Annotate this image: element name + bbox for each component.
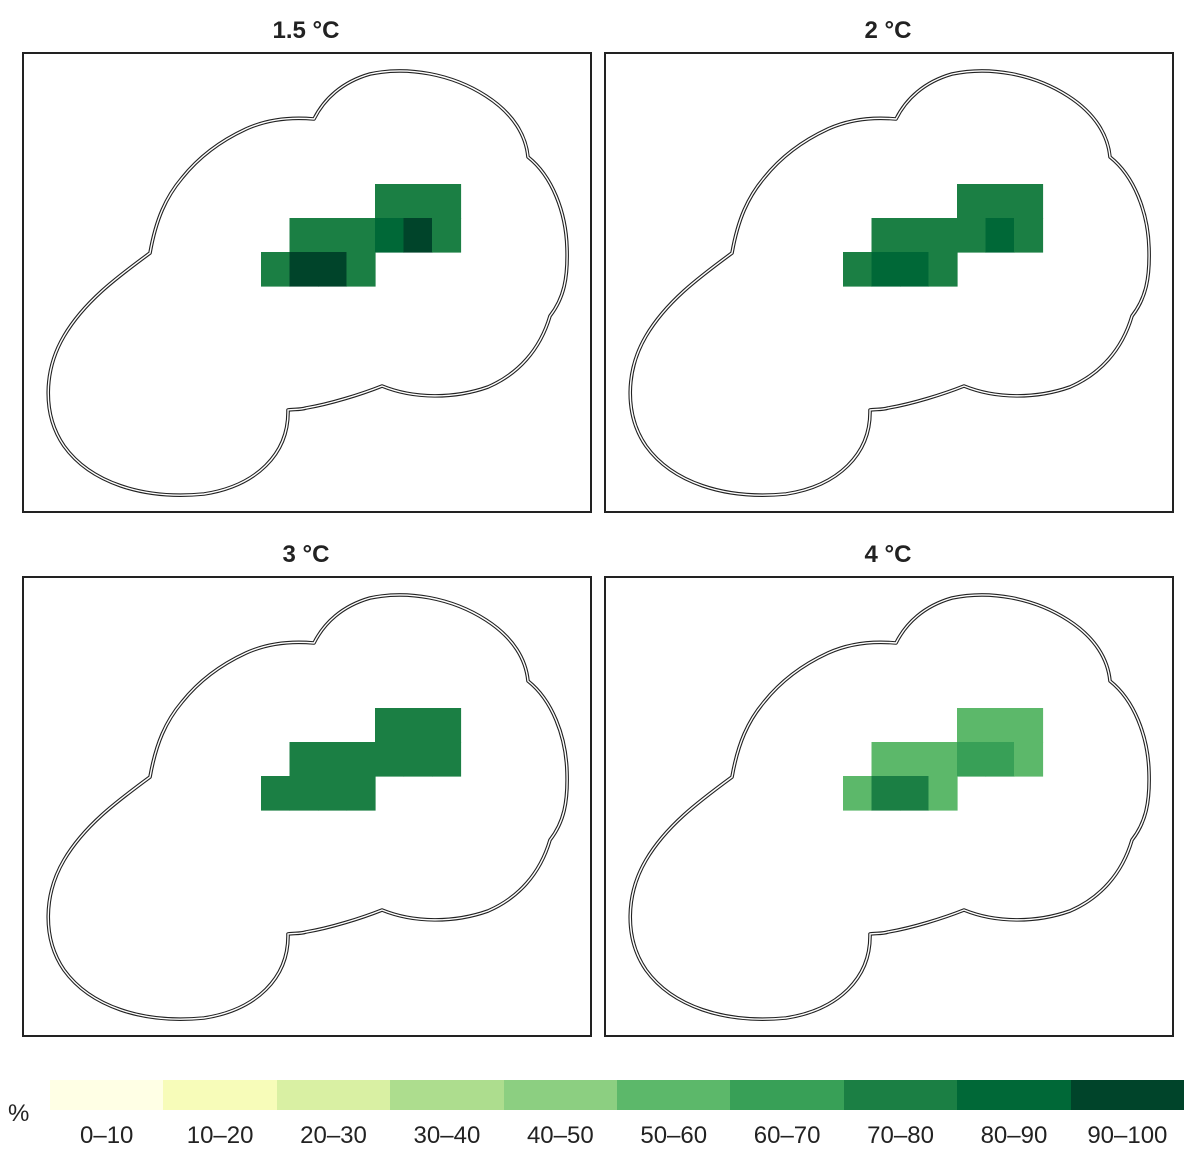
legend-label: 30–40 [413, 1122, 481, 1149]
legend-swatch [843, 1080, 958, 1110]
panel-title-4c: 4 °C [864, 541, 912, 568]
map-svg-3c [46, 593, 569, 1021]
legend-label: 60–70 [753, 1122, 821, 1149]
grid-cell [346, 776, 376, 811]
legend-swatch [957, 1080, 1071, 1110]
grid-cell [957, 218, 987, 253]
grid-cell [346, 252, 376, 287]
grid-cell [900, 252, 930, 287]
grid-cell [432, 742, 462, 777]
map-svg-1-5c [46, 69, 569, 497]
grid-cell [318, 742, 348, 777]
grid-cell [403, 742, 433, 777]
legend-label: 20–30 [300, 1122, 367, 1149]
grid-cell [985, 184, 1015, 219]
grid-cell [432, 184, 462, 219]
grid-cell [318, 776, 348, 811]
grid-cell [346, 218, 376, 253]
legend-swatch [1070, 1080, 1184, 1110]
grid-cell [375, 184, 405, 219]
grid-cell [432, 218, 462, 253]
grid-cell [928, 218, 958, 253]
legend-color-bar [50, 1080, 1184, 1110]
grid-cell [928, 252, 958, 287]
grid-cell [318, 218, 348, 253]
grid-cell [403, 184, 433, 219]
grid-cell [928, 742, 958, 777]
legend-swatch [163, 1080, 277, 1110]
grid-cell [261, 252, 291, 287]
grid-cell [289, 776, 319, 811]
grid-cell [871, 742, 901, 777]
legend-swatch [276, 1080, 391, 1110]
grid-cell [871, 776, 901, 811]
map-panel-2c [604, 52, 1174, 513]
grid-cell [375, 218, 405, 253]
legend-swatch [617, 1080, 731, 1110]
grid-cell [289, 742, 319, 777]
region-boundary-inner [629, 70, 1150, 496]
grid-cell [957, 708, 987, 743]
legend-label: 90–100 [1087, 1122, 1168, 1149]
legend-label: 10–20 [186, 1122, 254, 1149]
region-boundary-inner [629, 594, 1150, 1020]
grid-cell [1014, 184, 1044, 219]
grid-cell [375, 708, 405, 743]
grid-cell [346, 742, 376, 777]
grid-cell [261, 776, 291, 811]
panel-title-1-5c: 1.5 °C [272, 17, 340, 44]
grid-cell [900, 218, 930, 253]
grid-cell [375, 742, 405, 777]
grid-cell [432, 708, 462, 743]
legend-swatch [390, 1080, 504, 1110]
grid-cell [900, 776, 930, 811]
grid-cell [403, 708, 433, 743]
region-boundary-inner [47, 594, 568, 1020]
panel-title-2c: 2 °C [864, 17, 912, 44]
grid-cell [843, 776, 873, 811]
legend-label: 50–60 [640, 1122, 708, 1149]
map-panel-3c [22, 576, 592, 1037]
grid-cell [985, 742, 1015, 777]
legend-unit-label: % [8, 1100, 30, 1127]
grid-cell [928, 776, 958, 811]
legend-swatch [503, 1080, 618, 1110]
legend-label: 80–90 [980, 1122, 1048, 1149]
map-svg-4c [628, 593, 1151, 1021]
grid-cell [289, 218, 319, 253]
legend-label: 70–80 [867, 1122, 934, 1149]
grid-cell [985, 218, 1015, 253]
legend-label: 40–50 [526, 1122, 594, 1149]
map-panel-1-5c [22, 52, 592, 513]
grid-cell [289, 252, 319, 287]
legend-swatch [730, 1080, 844, 1110]
grid-cell [1014, 708, 1044, 743]
grid-cell [871, 218, 901, 253]
map-svg-2c [628, 69, 1151, 497]
panel-title-3c: 3 °C [282, 541, 330, 568]
grid-cell [403, 218, 433, 253]
region-boundary-inner [47, 70, 568, 496]
grid-cell [957, 742, 987, 777]
grid-cell [871, 252, 901, 287]
map-panel-4c [604, 576, 1174, 1037]
legend-swatch [50, 1080, 164, 1110]
grid-cell [1014, 742, 1044, 777]
grid-cell [900, 742, 930, 777]
grid-cell [843, 252, 873, 287]
grid-cell [957, 184, 987, 219]
grid-cell [318, 252, 348, 287]
legend-labels: 0–10 10–20 20–30 30–40 40–50 50–60 60–70… [50, 1122, 1184, 1152]
grid-cell [985, 708, 1015, 743]
grid-cell [1014, 218, 1044, 253]
legend-label: 0–10 [80, 1122, 134, 1149]
